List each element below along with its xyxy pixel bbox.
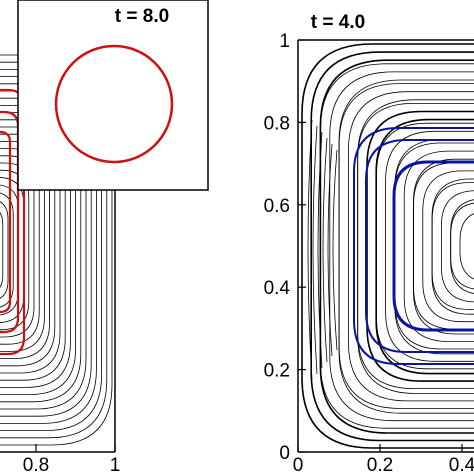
- right-ytick-label: 0: [279, 443, 290, 464]
- right-contour-line: [441, 190, 474, 303]
- right-contour-line: [375, 118, 474, 375]
- right-contour-line: [338, 79, 474, 414]
- inset-panel: t = 8.0: [17, 0, 209, 191]
- right-contour-filament: [327, 143, 333, 357]
- right-contour-line: [357, 99, 474, 394]
- right-contour-line: [394, 139, 474, 355]
- left-contour-line: [0, 177, 24, 323]
- right-ytick-label: 0.2: [264, 361, 290, 382]
- right-contour-line: [319, 59, 474, 434]
- right-contour-line: [385, 130, 474, 362]
- left-contour-line: [0, 201, 9, 299]
- right-contour-line: [403, 150, 474, 342]
- right-contour-line: [431, 182, 474, 310]
- right-contour-filament: [332, 149, 338, 351]
- right-contour-line: [320, 63, 474, 429]
- right-contour-line: [450, 202, 474, 290]
- right-contour-line: [394, 142, 474, 350]
- right-contour-line: [338, 83, 474, 409]
- right-contour-filament: [317, 131, 323, 369]
- right-contour-line: [310, 51, 474, 442]
- right-contour-line: [422, 170, 474, 323]
- inset-time-label: t = 8.0: [115, 6, 169, 27]
- right-ytick-label: 0.6: [264, 196, 290, 217]
- right-contour-line: [366, 110, 474, 382]
- right-contour-line: [329, 71, 474, 422]
- right-xtick-label: 0.4: [449, 455, 474, 474]
- right-interface-line: [365, 139, 474, 353]
- inset-frame: [17, 0, 209, 191]
- right-interface-line: [353, 127, 474, 365]
- left-contour-line: [0, 184, 19, 316]
- right-panel: 1 0.8 0.6 0.4 0.2 0 0 0.2 0.4 t = 4.0: [264, 12, 474, 474]
- right-contour-filament: [312, 125, 318, 375]
- right-contour-line: [348, 91, 474, 402]
- left-xtick-label: 1: [110, 455, 121, 474]
- right-contour-line: [413, 162, 474, 330]
- right-interface-line: [392, 160, 474, 332]
- left-xtick-label: 0.8: [23, 455, 49, 474]
- right-contour-filament: [322, 137, 328, 363]
- right-contour-lines: [301, 43, 474, 449]
- right-xtick-label: 0: [293, 455, 304, 474]
- right-contour-line: [376, 122, 474, 370]
- right-xtick-label: 0.2: [367, 455, 393, 474]
- right-contour-line: [450, 199, 474, 294]
- right-interface-curve: [353, 127, 474, 365]
- right-xticks: 0 0.2 0.4: [293, 444, 474, 474]
- inset-interface-circle: [54, 44, 174, 164]
- right-contour-line: [413, 158, 474, 335]
- right-time-label: t = 4.0: [311, 12, 365, 33]
- right-contour-line: [431, 178, 474, 315]
- right-ytick-label: 1: [279, 31, 290, 52]
- right-yticks: 1 0.8 0.6 0.4 0.2 0: [264, 31, 306, 464]
- left-interface-line: [0, 130, 12, 314]
- left-contour-line: [0, 212, 4, 288]
- right-contour-line: [301, 43, 474, 449]
- right-contour-line: [459, 213, 474, 280]
- right-ytick-label: 0.8: [264, 113, 290, 134]
- right-contour-line: [357, 103, 474, 389]
- right-ytick-label: 0.4: [264, 278, 291, 299]
- left-interface-line: [0, 110, 20, 334]
- right-contour-filament: [307, 119, 313, 381]
